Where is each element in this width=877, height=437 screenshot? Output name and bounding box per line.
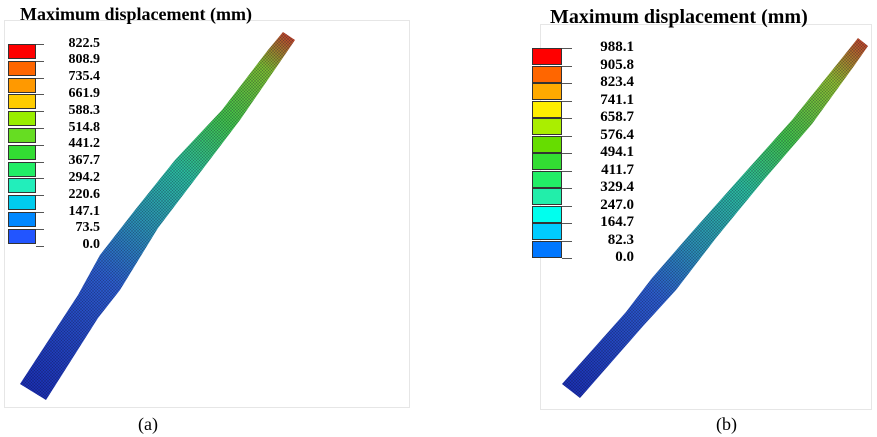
legend-label: 0.0 (82, 237, 101, 253)
legend-tick (562, 135, 572, 137)
legend-label: 441.2 (68, 136, 101, 152)
panel-a-blade-figure (20, 32, 295, 400)
legend-swatch (8, 77, 36, 93)
legend-label: 0.0 (615, 249, 634, 265)
legend-tick (562, 170, 572, 172)
legend-tick (36, 228, 44, 230)
legend-label: 735.4 (68, 69, 101, 85)
legend-tick (36, 178, 44, 180)
legend-tick (36, 128, 44, 129)
legend-tick (562, 258, 572, 259)
legend-label: 147.1 (68, 203, 101, 219)
legend-tick (36, 94, 44, 96)
legend-tick (562, 118, 572, 119)
legend-swatch (532, 65, 562, 83)
legend-swatch (8, 161, 36, 177)
legend-tick (562, 223, 572, 224)
legend-label: 514.8 (68, 119, 101, 135)
legend-swatch (8, 94, 36, 110)
legend-swatch (532, 170, 562, 188)
legend-label: 367.7 (68, 153, 101, 169)
legend-swatch (532, 223, 562, 240)
legend-tick (36, 44, 44, 45)
legend-tick (562, 65, 572, 67)
legend-label: 494.1 (600, 144, 634, 160)
legend-swatch (532, 100, 562, 118)
legend-tick (36, 212, 44, 213)
legend-tick (562, 153, 572, 154)
legend-tick (562, 240, 572, 242)
legend-swatch (8, 228, 36, 244)
legend-tick (562, 205, 572, 207)
legend-swatch (532, 48, 562, 65)
legend-label: 411.7 (601, 161, 634, 178)
legend-swatch (8, 212, 36, 227)
panel-b: Maximum displacement (mm) 988.1 905.8 823.… (440, 0, 877, 437)
legend-tick (36, 144, 44, 146)
legend-swatch (8, 128, 36, 143)
legend-label: 988.1 (600, 39, 634, 55)
legend-label: 73.5 (75, 220, 101, 236)
legend-swatch (532, 188, 562, 205)
legend-label: 661.9 (68, 86, 101, 101)
legend-label: 82.3 (607, 231, 634, 248)
legend-swatch (532, 118, 562, 135)
legend-label: 658.7 (600, 109, 634, 125)
legend-tick (562, 48, 572, 49)
legend-swatch (532, 83, 562, 100)
legend-tick (36, 77, 44, 79)
legend-tick (562, 188, 572, 189)
legend-label: 822.5 (68, 35, 101, 51)
legend-tick (36, 245, 44, 247)
legend-label: 576.4 (600, 126, 634, 143)
panel-b-caption: (b) (716, 414, 737, 434)
legend-swatch (8, 44, 36, 59)
legend-label: 294.2 (68, 170, 101, 185)
legend-label: 905.8 (600, 56, 634, 73)
panel-b-blade-figure (562, 38, 868, 398)
legend-swatch (532, 153, 562, 170)
legend-swatch (532, 240, 562, 258)
legend-label: 329.4 (600, 179, 634, 195)
legend-swatch (8, 178, 36, 194)
panel-a: Maximum displacement (mm) 822.5 808.9 735.… (0, 0, 420, 437)
legend-label: 247.0 (600, 196, 634, 213)
legend-tick (36, 60, 44, 62)
legend-label: 220.6 (68, 186, 101, 202)
legend-swatch (532, 135, 562, 153)
legend-tick (36, 195, 44, 197)
legend-tick (562, 100, 572, 102)
legend-swatch (8, 195, 36, 211)
panel-a-title: Maximum displacement (mm) (20, 4, 252, 24)
legend-tick (36, 161, 44, 163)
legend-label: 741.1 (600, 91, 634, 108)
legend-label: 823.4 (600, 74, 634, 90)
panel-a-caption: (a) (138, 414, 158, 434)
legend-swatch (8, 60, 36, 76)
legend-tick (36, 111, 44, 113)
legend-tick (562, 83, 572, 84)
legend-label: 808.9 (68, 52, 101, 68)
legend-swatch (8, 111, 36, 127)
panel-b-title: Maximum displacement (mm) (550, 6, 808, 28)
legend-label: 164.7 (600, 214, 634, 230)
legend-label: 588.3 (68, 102, 101, 118)
legend-swatch (532, 205, 562, 223)
legend-swatch (8, 144, 36, 160)
